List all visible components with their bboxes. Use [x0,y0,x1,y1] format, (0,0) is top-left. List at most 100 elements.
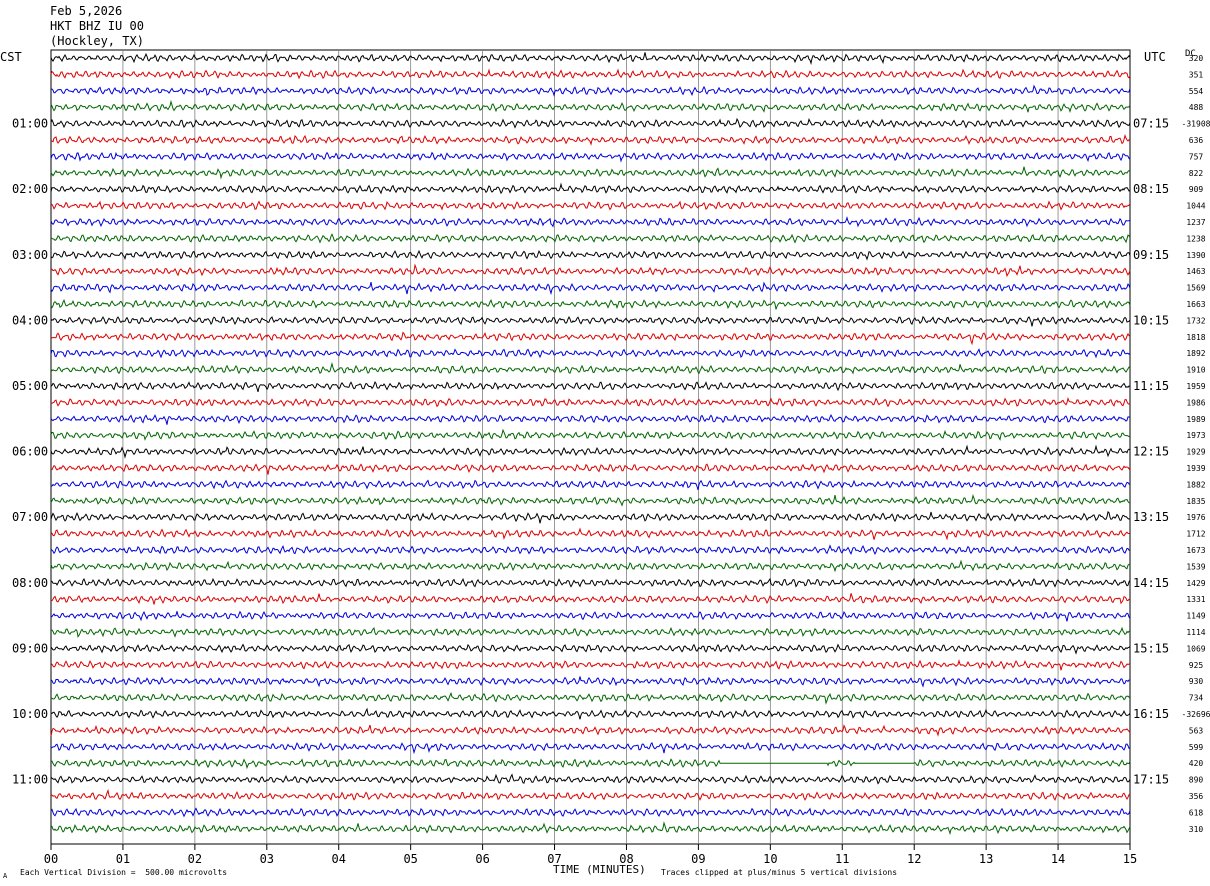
dc-offset-label: 1390 [1186,251,1205,260]
utc-hour-label: 07:15 [1133,117,1169,131]
trace-line-row-34 [50,610,1131,622]
dc-offset-label: -32696 [1182,710,1210,719]
trace-line-row-18 [50,348,1131,359]
dc-offset-label: 1959 [1186,382,1205,391]
plot-frame [50,49,1131,845]
trace-line-row-23 [50,428,1131,441]
dc-offset-label: 1539 [1186,562,1205,571]
utc-hour-label: 09:15 [1133,248,1169,262]
cst-hour-label: 08:00 [12,576,48,590]
cst-hour-label: 02:00 [12,182,48,196]
dc-offset-label: 1835 [1186,497,1205,506]
trace-line-row-8 [50,182,1131,195]
utc-hour-label: 11:15 [1133,379,1169,393]
trace-line-row-17 [50,331,1131,346]
x-tick-label: 01 [116,852,130,866]
dc-offset-label: 1910 [1186,366,1205,375]
utc-hour-label: 10:15 [1133,313,1169,327]
trace-line-row-45 [50,788,1131,802]
dc-offset-label: 890 [1189,776,1204,785]
x-tick-label: 10 [763,852,777,866]
x-tick-label: 02 [188,852,202,866]
trace-line-row-21 [50,396,1131,408]
x-tick-label: 13 [979,852,993,866]
trace-line-row-42 [50,741,1131,755]
dc-offset-label: 734 [1189,694,1204,703]
scale-note: Each Vertical Division = 500.00 microvol… [20,868,228,877]
x-tick-label: 09 [691,852,705,866]
dc-offset-label: 1818 [1186,333,1205,342]
trace-line-row-46 [50,807,1131,818]
x-tick-label: 11 [835,852,849,866]
utc-hour-label: 13:15 [1133,510,1169,524]
dc-offset-label: 1973 [1186,431,1205,440]
trace-line-row-24 [50,444,1131,459]
trace-line-row-0 [50,52,1131,66]
trace-line-row-15 [50,298,1131,310]
dc-offset-label: 1892 [1186,349,1205,358]
trace-line-row-31 [50,559,1131,573]
dc-offset-label: 351 [1189,70,1204,79]
trace-line-row-35 [50,626,1131,638]
trace-line-row-40 [50,707,1131,720]
trace-line-row-4 [50,117,1131,129]
trace-line-row-1 [50,68,1131,80]
dc-offset-label: -31908 [1182,120,1210,129]
x-tick-label: 08 [619,852,633,866]
dc-offset-label: 554 [1189,87,1204,96]
dc-offset-label: 320 [1189,54,1204,63]
dc-offset-label: 420 [1189,759,1204,768]
trace-line-row-14 [50,281,1131,296]
corner-mark: A [3,872,8,880]
trace-line-row-30 [50,544,1131,556]
x-tick-label: 06 [475,852,489,866]
cst-hour-label: 01:00 [12,117,48,131]
trace-line-row-13 [50,263,1131,278]
utc-hour-label: 14:15 [1133,576,1169,590]
utc-hour-label: 12:15 [1133,445,1169,459]
trace-line-row-10 [50,216,1131,228]
dc-offset-label: 563 [1189,726,1204,735]
dc-offset-label: 909 [1189,185,1204,194]
dc-offset-label: 1712 [1186,530,1205,539]
station-location: (Hockley, TX) [50,34,144,48]
dc-offset-label: 636 [1189,136,1204,145]
dc-offset-label: 1463 [1186,267,1205,276]
trace-line-row-41 [50,724,1131,737]
trace-line-row-36 [50,643,1131,655]
trace-line-row-47 [50,821,1131,836]
cst-hour-label: 07:00 [12,510,48,524]
dc-offset-label: 356 [1189,792,1204,801]
trace-line-row-44 [50,773,1131,785]
trace-line-row-20 [50,381,1131,393]
dc-offset-label: 599 [1189,743,1204,752]
cst-hour-label: 10:00 [12,707,48,721]
trace-line-row-16 [50,315,1131,327]
dc-offset-label: 822 [1189,169,1204,178]
trace-line-row-3 [50,99,1131,113]
cst-hour-label: 06:00 [12,445,48,459]
cst-hour-label: 05:00 [12,379,48,393]
dc-offset-label: 1044 [1186,202,1205,211]
dc-offset-label: 1663 [1186,300,1205,309]
station-code: HKT BHZ IU 00 [50,19,144,33]
x-tick-label: 03 [260,852,274,866]
dc-offset-label: 1989 [1186,415,1205,424]
trace-line-row-9 [50,200,1131,211]
cst-hour-label: 11:00 [12,773,48,787]
right-timezone-label: UTC [1144,50,1166,64]
cst-hour-label: 09:00 [12,641,48,655]
dc-offset-label: 1569 [1186,284,1205,293]
trace-line-row-37 [50,658,1131,671]
clip-note: Traces clipped at plus/minus 5 vertical … [661,868,898,877]
trace-line-row-19 [50,361,1131,375]
trace-line-row-38 [50,676,1131,688]
dc-offset-label: 757 [1189,152,1204,161]
cst-hour-label: 03:00 [12,248,48,262]
dc-offset-label: 1673 [1186,546,1205,555]
dc-offset-label: 1114 [1186,628,1205,637]
trace-line-row-6 [50,151,1131,163]
trace-line-row-33 [50,593,1131,605]
dc-offset-label: 1149 [1186,612,1205,621]
